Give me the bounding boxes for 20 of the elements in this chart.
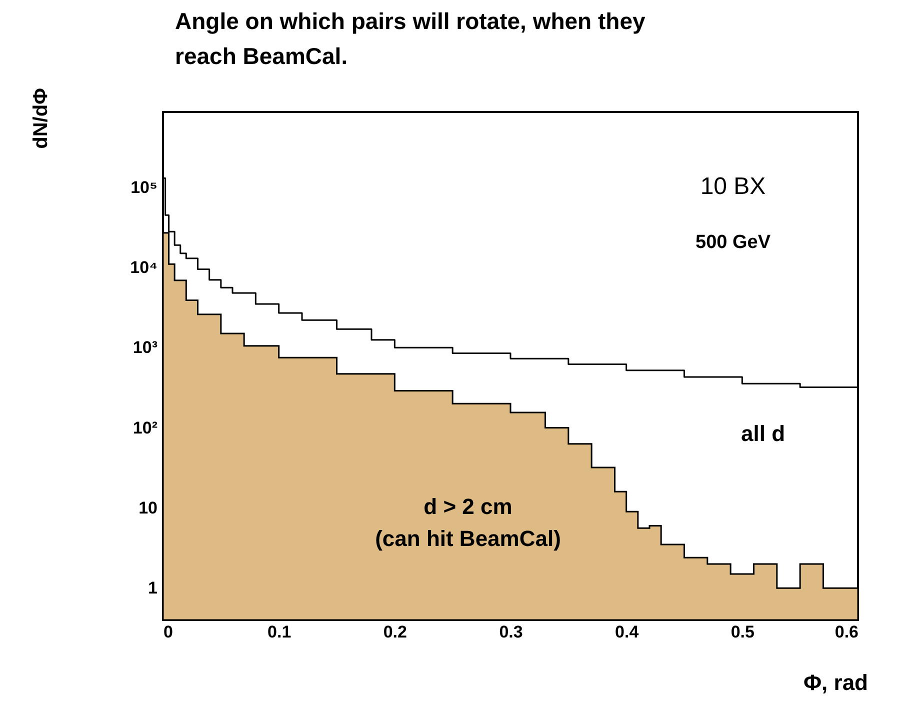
y-tick-label: 10³: [132, 338, 158, 358]
y-tick-label: 10²: [132, 418, 158, 438]
y-tick-label: 10⁴: [130, 258, 158, 277]
x-tick-label: 0.3: [499, 622, 523, 642]
x-tick-label: 0.6: [834, 622, 858, 642]
chart-title: Angle on which pairs will rotate, when they reach BeamCal.: [175, 8, 646, 69]
annotation: 500 GeV: [696, 232, 771, 253]
x-axis-title: Φ, rad: [803, 670, 868, 695]
x-tick-label: 0.4: [615, 622, 640, 642]
x-tick-label: 0.2: [383, 622, 407, 642]
y-tick-label: 10⁵: [130, 178, 158, 197]
x-tick-label: 0: [164, 622, 173, 642]
x-tick-label: 0.5: [730, 622, 754, 642]
x-tick-label: 0.1: [268, 622, 292, 642]
y-tick-label: 1: [148, 578, 158, 598]
annotation: all d: [740, 421, 786, 446]
annotation: d > 2 cm (can hit BeamCal): [375, 494, 561, 551]
annotation: 10 BX: [700, 173, 766, 200]
y-axis-title: dN/dΦ: [30, 88, 52, 149]
y-tick-label: 10: [138, 498, 158, 518]
